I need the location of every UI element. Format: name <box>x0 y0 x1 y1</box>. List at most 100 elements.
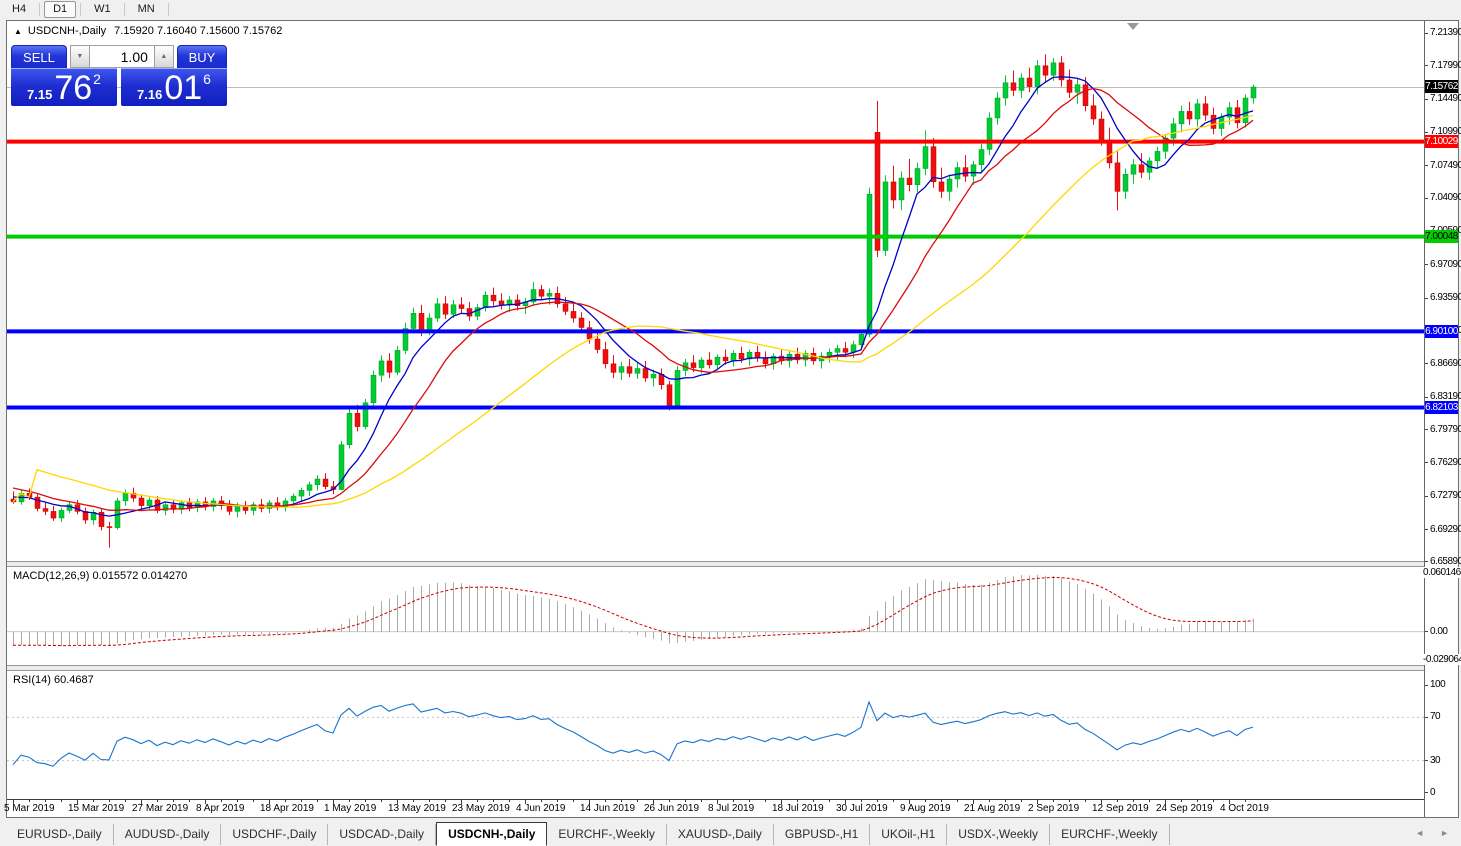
timeframe-button-w1[interactable]: W1 <box>94 3 111 15</box>
axis-tick <box>445 800 446 802</box>
buy-price-prefix: 7.16 <box>137 86 163 102</box>
axis-tick <box>1425 396 1428 398</box>
date-label: 30 Jul 2019 <box>836 803 888 814</box>
axis-tick-major <box>13 800 14 804</box>
current-price-label: 7.15762 <box>1425 80 1458 94</box>
axis-tick-major <box>77 800 78 804</box>
price-tick-label: 7.07490 <box>1430 159 1461 171</box>
axis-tick <box>1181 800 1182 802</box>
macd-indicator-canvas[interactable] <box>7 567 1425 665</box>
tab-ukoil-h1[interactable]: UKOil-,H1 <box>870 824 948 845</box>
axis-tick <box>813 800 814 802</box>
tab-scroll-right-icon[interactable]: ► <box>1440 828 1449 838</box>
timeframe-button-h4[interactable]: H4 <box>12 3 27 15</box>
tab-usdcad-daily[interactable]: USDCAD-,Daily <box>328 824 437 845</box>
date-label: 13 May 2019 <box>388 803 446 814</box>
collapse-arrow-icon[interactable]: ▲ <box>14 26 22 36</box>
axis-tick <box>1069 800 1070 802</box>
chevron-down-icon: ▼ <box>76 53 84 60</box>
axis-tick <box>1197 800 1198 802</box>
tab-scroll-arrows: ◄ ► <box>1415 828 1449 838</box>
axis-tick <box>221 800 222 802</box>
tab-usdchf-daily[interactable]: USDCHF-,Daily <box>221 824 329 845</box>
tab-scroll-left-icon[interactable]: ◄ <box>1415 828 1425 838</box>
volume-increase-button[interactable]: ▲ <box>153 45 174 68</box>
date-label: 23 May 2019 <box>452 803 510 814</box>
buy-button[interactable]: BUY <box>176 45 227 68</box>
main-chart-canvas[interactable] <box>7 21 1425 561</box>
timeframe-button-mn[interactable]: MN <box>137 3 155 15</box>
tab-eurchf-weekly[interactable]: EURCHF-,Weekly <box>547 824 667 845</box>
sell-price-display[interactable]: 7.15 76 2 <box>11 68 117 106</box>
date-label: 18 Apr 2019 <box>260 803 314 814</box>
level-price-label-blue[interactable]: 6.82103 <box>1425 401 1458 415</box>
date-label: 2 Sep 2019 <box>1028 803 1080 814</box>
axis-tick-major <box>525 800 526 804</box>
chart-tab-list: EURUSD-,Daily AUDUSD-,Daily USDCHF-,Daily U… <box>0 820 1461 846</box>
volume-stepper: ▼ ▲ <box>69 45 174 68</box>
axis-tick <box>237 800 238 802</box>
volume-input[interactable] <box>89 45 154 68</box>
toolbar-separator <box>80 3 82 16</box>
level-price-label-blue[interactable]: 6.90100 <box>1425 324 1458 338</box>
tab-usdx-weekly[interactable]: USDX-,Weekly <box>947 824 1051 845</box>
date-label: 21 Aug 2019 <box>964 803 1021 814</box>
buy-price-digits: 01 <box>164 68 203 107</box>
timeframe-button-d1[interactable]: D1 <box>44 1 77 18</box>
buy-price-display[interactable]: 7.16 01 6 <box>121 68 227 106</box>
axis-tick <box>429 800 430 802</box>
axis-tick <box>669 800 670 802</box>
date-label: 27 Mar 2019 <box>132 803 189 814</box>
axis-tick <box>861 800 862 802</box>
axis-tick-major <box>397 800 398 804</box>
axis-tick-major <box>333 800 334 804</box>
axis-tick <box>701 800 702 802</box>
date-label: 4 Jun 2019 <box>516 803 566 814</box>
axis-tick <box>637 800 638 802</box>
axis-tick <box>109 800 110 802</box>
pane-separator[interactable] <box>7 561 1458 567</box>
axis-tick <box>893 800 894 802</box>
rsi-indicator-label: RSI(14) 60.4687 <box>13 674 94 686</box>
price-axis[interactable]: 7.21390 7.17990 7.14490 7.10990 7.07490 7.040… <box>1421 21 1461 817</box>
axis-tick-major <box>589 800 590 804</box>
trade-panel-top-row: SELL ▼ ▲ BUY <box>11 45 227 68</box>
axis-tick <box>1133 800 1134 802</box>
axis-tick-major <box>1037 800 1038 804</box>
rsi-indicator-canvas[interactable] <box>7 671 1425 799</box>
axis-tick <box>61 800 62 802</box>
axis-tick <box>1425 32 1428 34</box>
volume-decrease-button[interactable]: ▼ <box>69 45 90 68</box>
chart-shift-marker[interactable] <box>1127 23 1139 30</box>
axis-tick <box>765 800 766 802</box>
axis-tick <box>125 800 126 802</box>
axis-tick <box>1117 800 1118 802</box>
date-label: 8 Apr 2019 <box>196 803 245 814</box>
level-price-label-red[interactable]: 7.10029 <box>1425 135 1458 149</box>
pane-separator[interactable] <box>7 665 1458 671</box>
date-label: 24 Sep 2019 <box>1156 803 1213 814</box>
axis-tick <box>1149 800 1150 802</box>
tab-eurchf-weekly[interactable]: EURCHF-,Weekly <box>1050 824 1170 845</box>
tab-eurusd-daily[interactable]: EURUSD-,Daily <box>6 824 114 845</box>
axis-tick <box>1425 264 1428 266</box>
price-tick-label: 7.04090 <box>1430 192 1461 204</box>
tab-xauusd-daily[interactable]: XAUUSD-,Daily <box>667 824 774 845</box>
axis-tick-major <box>781 800 782 804</box>
price-tick-label: 6.83190 <box>1430 391 1461 403</box>
tab-usdcnh-daily[interactable]: USDCNH-,Daily <box>436 822 548 846</box>
level-price-label-green[interactable]: 7.00048 <box>1425 230 1458 244</box>
axis-tick <box>605 800 606 802</box>
axis-tick <box>925 800 926 802</box>
axis-tick-major <box>653 800 654 804</box>
price-tick-label: 7.17990 <box>1430 59 1461 71</box>
tab-audusd-daily[interactable]: AUDUSD-,Daily <box>114 824 222 845</box>
time-axis[interactable]: 5 Mar 2019 15 Mar 2019 27 Mar 2019 8 Apr 20… <box>4 799 1425 817</box>
sell-button[interactable]: SELL <box>11 45 67 68</box>
axis-tick <box>1425 429 1428 431</box>
axis-tick <box>1425 462 1428 464</box>
axis-tick <box>1005 800 1006 802</box>
price-tick-label: 7.14490 <box>1430 93 1461 105</box>
tab-gbpusd-h1[interactable]: GBPUSD-,H1 <box>774 824 871 845</box>
price-tick-label: 7.10990 <box>1430 126 1461 138</box>
